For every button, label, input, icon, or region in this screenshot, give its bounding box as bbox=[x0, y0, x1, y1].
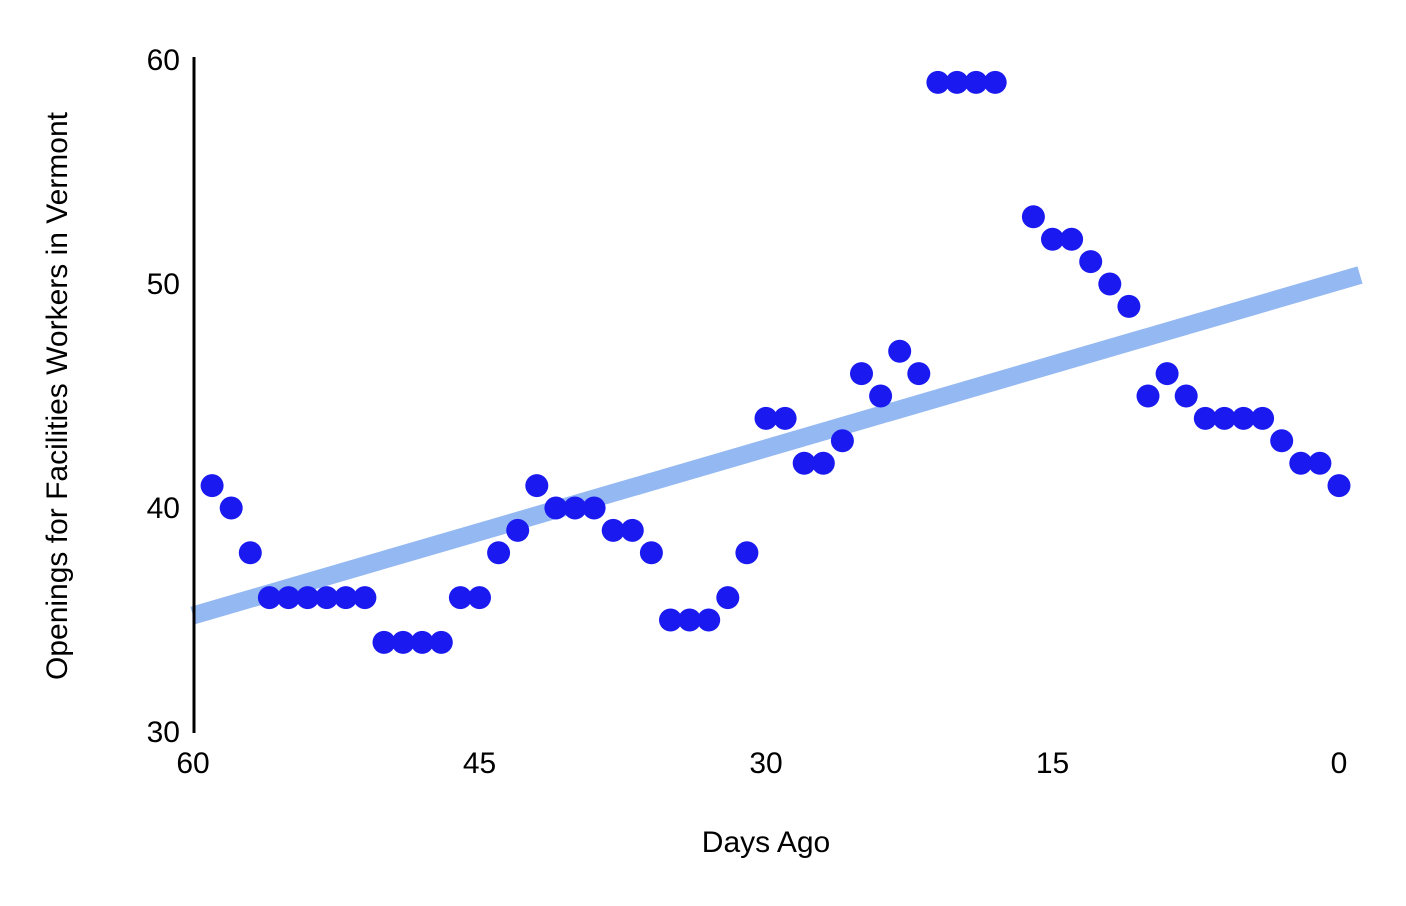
data-point bbox=[448, 586, 472, 610]
data-point bbox=[257, 586, 281, 610]
data-point bbox=[811, 451, 835, 475]
data-point bbox=[277, 586, 300, 610]
data-point bbox=[907, 362, 931, 386]
data-point bbox=[1289, 451, 1313, 475]
data-point bbox=[1308, 451, 1332, 475]
data-point bbox=[1212, 406, 1236, 430]
data-point bbox=[1155, 362, 1179, 386]
data-point bbox=[296, 586, 320, 610]
data-point bbox=[410, 630, 434, 654]
y-tick-label: 60 bbox=[147, 44, 180, 77]
data-point bbox=[1079, 250, 1103, 274]
data-point bbox=[792, 451, 816, 475]
data-point bbox=[468, 586, 491, 610]
data-point bbox=[850, 362, 873, 386]
x-tick-label: 30 bbox=[749, 747, 782, 780]
data-point bbox=[754, 406, 778, 430]
data-point bbox=[1021, 205, 1045, 229]
data-point bbox=[563, 496, 587, 520]
data-point bbox=[219, 496, 243, 520]
data-point bbox=[1270, 429, 1294, 453]
data-point bbox=[869, 384, 893, 408]
trendline bbox=[190, 266, 1363, 625]
data-point bbox=[620, 518, 644, 542]
data-point bbox=[238, 541, 262, 565]
data-point bbox=[372, 630, 396, 654]
data-point bbox=[1136, 384, 1160, 408]
data-point bbox=[773, 406, 797, 430]
data-point bbox=[1060, 227, 1084, 251]
data-point bbox=[830, 429, 854, 453]
x-tick-label: 45 bbox=[463, 747, 496, 780]
data-point bbox=[353, 586, 377, 610]
data-point bbox=[1232, 406, 1255, 430]
data-point bbox=[1041, 227, 1064, 251]
y-tick-label: 30 bbox=[147, 716, 180, 749]
x-tick-label: 60 bbox=[176, 747, 209, 780]
data-point bbox=[945, 70, 969, 94]
data-point bbox=[964, 70, 988, 94]
y-axis-title: Openings for Facilities Workers in Vermo… bbox=[41, 112, 74, 680]
data-point bbox=[735, 541, 759, 565]
x-axis-title: Days Ago bbox=[701, 826, 831, 859]
data-point bbox=[525, 474, 549, 498]
data-point bbox=[315, 586, 339, 610]
data-point bbox=[506, 518, 530, 542]
data-point bbox=[582, 496, 606, 520]
data-point bbox=[926, 70, 950, 94]
x-tick-label: 15 bbox=[1036, 747, 1069, 780]
data-point bbox=[888, 339, 912, 363]
data-point bbox=[601, 518, 625, 542]
data-point bbox=[716, 586, 740, 610]
data-point bbox=[1174, 384, 1198, 408]
data-point bbox=[639, 541, 663, 565]
data-point bbox=[1327, 474, 1351, 498]
data-point bbox=[487, 541, 511, 565]
data-point bbox=[391, 630, 415, 654]
data-point bbox=[334, 586, 358, 610]
data-point bbox=[1193, 406, 1217, 430]
data-point bbox=[697, 608, 721, 632]
data-point bbox=[983, 70, 1007, 94]
data-point bbox=[1251, 406, 1275, 430]
y-tick-label: 50 bbox=[147, 268, 180, 301]
data-point bbox=[200, 474, 224, 498]
y-tick-label: 40 bbox=[147, 492, 180, 525]
data-point bbox=[429, 630, 453, 654]
data-point bbox=[678, 608, 702, 632]
data-point bbox=[659, 608, 682, 632]
data-point bbox=[1117, 294, 1141, 318]
data-point bbox=[1098, 272, 1122, 296]
data-point bbox=[544, 496, 568, 520]
x-tick-label: 0 bbox=[1331, 747, 1348, 780]
